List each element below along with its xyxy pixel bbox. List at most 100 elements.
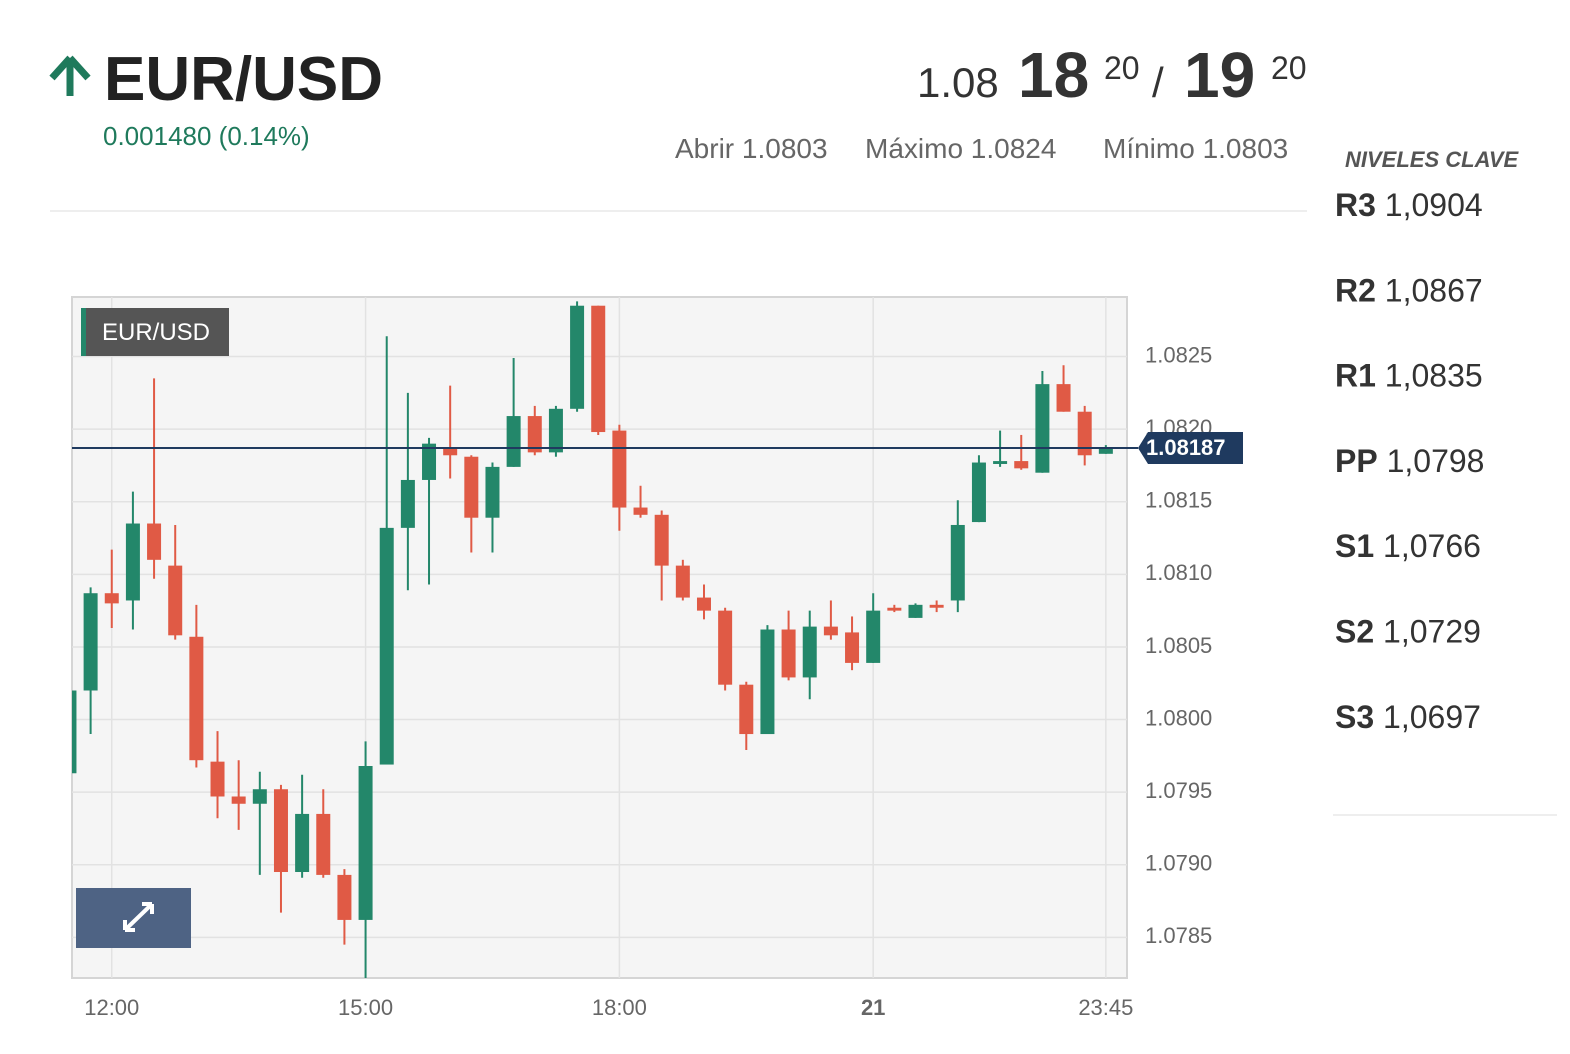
candle-body [570, 305, 585, 409]
candle-body [718, 610, 733, 685]
key-level: PP 1,0798 [1335, 443, 1484, 479]
stat-label: Mínimo [1103, 133, 1195, 164]
y-tick-label: 1.0805 [1145, 633, 1212, 658]
candle-body [908, 604, 923, 618]
series-name: EUR/USD [102, 319, 210, 346]
key-level-value: 1,0729 [1383, 614, 1481, 650]
candle-body [231, 796, 246, 804]
key-level-label: R2 [1335, 272, 1376, 308]
y-tick-label: 1.0810 [1145, 560, 1212, 585]
candle-body [464, 456, 479, 518]
candle-body [104, 593, 119, 604]
key-level-value: 1,0835 [1385, 358, 1483, 394]
change: 0.001480 (0.14%) [103, 121, 310, 151]
key-level-label: R1 [1335, 358, 1376, 394]
candle-body [781, 629, 796, 678]
y-tick-label: 1.0790 [1145, 851, 1212, 876]
series-tag [81, 308, 229, 356]
x-tick-label: 18:00 [592, 995, 647, 1020]
candle-body [72, 690, 77, 774]
candle-body [273, 789, 288, 873]
key-level: R3 1,0904 [1335, 187, 1483, 223]
bid-big: 1.08 [917, 59, 999, 106]
stat-label: Máximo [865, 133, 963, 164]
last-price-tag [1138, 432, 1243, 465]
candle-body [210, 761, 225, 797]
candle-body [633, 507, 648, 515]
key-levels: R3 1,0904 R2 1,0867 R1 1,0835 PP 1,0798 S1 1… [1335, 187, 1484, 735]
candle-body [189, 636, 204, 761]
key-level-label: S2 [1335, 614, 1374, 650]
candle-body [950, 524, 965, 601]
last-price-label: 1.08187 [1146, 435, 1226, 460]
candle-body [866, 610, 881, 663]
key-level: S1 1,0766 [1335, 528, 1481, 564]
candle-body [379, 527, 394, 765]
candle-body [252, 789, 267, 804]
key-level-value: 1,0798 [1387, 443, 1485, 479]
x-tick-label: 21 [861, 995, 885, 1020]
x-tick-label: 23:45 [1078, 995, 1133, 1020]
bid-fraction: 20 [1104, 50, 1140, 86]
stat: Mínimo 1.0803 [1103, 133, 1288, 164]
candle-body [612, 430, 627, 508]
candle-body [739, 684, 754, 735]
series-tag-accent [81, 308, 86, 356]
candle-body [591, 305, 606, 433]
y-tick-label: 1.0825 [1145, 342, 1212, 367]
candle-body [295, 813, 310, 873]
x-tick-label: 12:00 [84, 995, 139, 1020]
candle-body [823, 626, 838, 636]
key-level-value: 1,0697 [1383, 699, 1481, 735]
candle-body [485, 466, 500, 518]
stat: Máximo 1.0824 [865, 133, 1056, 164]
candle-body [1035, 384, 1050, 473]
candle-body [506, 416, 521, 467]
key-levels-title: NIVELES CLAVE [1345, 147, 1520, 172]
x-tick-label: 15:00 [338, 995, 393, 1020]
key-level-value: 1,0867 [1385, 272, 1483, 308]
up-arrow [49, 55, 91, 96]
candle-body [675, 565, 690, 598]
candle-body [993, 461, 1008, 464]
expand-button[interactable] [76, 888, 191, 948]
candle-body [422, 443, 437, 480]
candle-body [443, 448, 458, 456]
stat: Abrir 1.0803 [675, 133, 828, 164]
candle-body [887, 607, 902, 611]
candle-body [760, 629, 775, 735]
candle-body [125, 523, 140, 601]
candle-body [1056, 384, 1071, 412]
expand-icon [123, 902, 154, 932]
candle-body [845, 632, 860, 663]
candle-body [527, 416, 542, 453]
candle-body [168, 565, 183, 636]
candle-body [316, 813, 331, 875]
candle-body [1014, 461, 1029, 469]
separator: / [1152, 59, 1164, 106]
candle-body [696, 597, 711, 611]
candle-body [929, 604, 944, 608]
candle-body [400, 479, 415, 528]
key-level-value: 1,0904 [1385, 187, 1483, 223]
candle-body [1098, 448, 1113, 454]
ask-fraction: 20 [1271, 50, 1307, 86]
candles [72, 301, 1113, 978]
key-level: R1 1,0835 [1335, 358, 1483, 394]
stat-value: 1.0803 [742, 133, 828, 164]
symbol: EUR/USD [104, 45, 383, 114]
overlay: 1.08187 [72, 432, 1243, 465]
stat-value: 1.0803 [1203, 133, 1289, 164]
candle-body [802, 626, 817, 678]
y-tick-label: 1.0785 [1145, 923, 1212, 948]
y-tick-label: 1.0800 [1145, 705, 1212, 730]
candle-body [1077, 411, 1092, 456]
candle-body [358, 766, 373, 920]
key-level-value: 1,0766 [1383, 528, 1481, 564]
key-level: S3 1,0697 [1335, 699, 1481, 735]
candle-body [147, 523, 162, 560]
candle-body [337, 874, 352, 920]
key-level: R2 1,0867 [1335, 272, 1483, 308]
